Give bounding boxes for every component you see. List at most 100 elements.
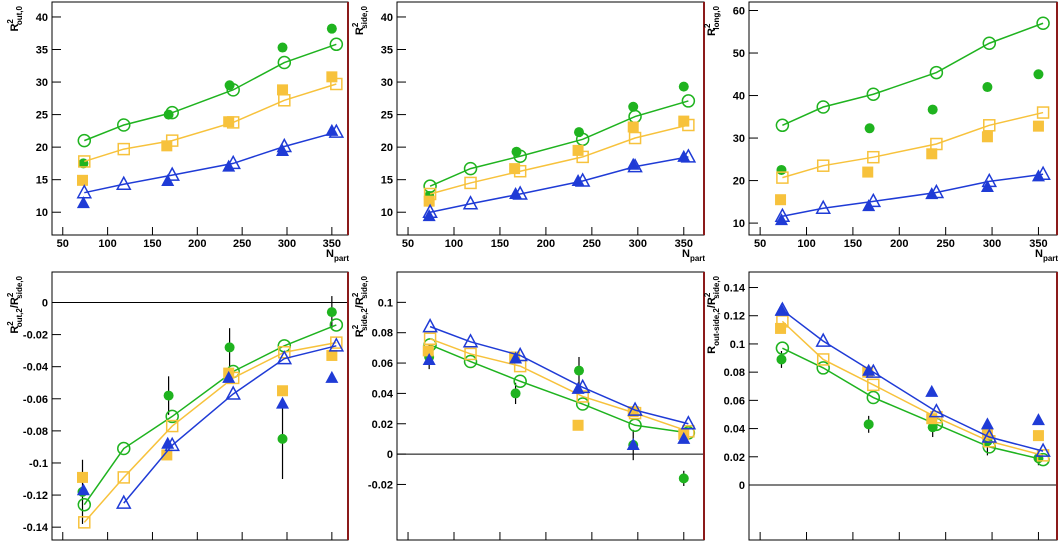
model-line [84, 43, 337, 142]
y-tick-label: 15 [36, 175, 48, 187]
label-part: part [1043, 254, 1058, 263]
marker [928, 403, 945, 418]
marker [774, 207, 791, 223]
marker [775, 194, 787, 206]
marker [76, 196, 90, 209]
marker [225, 385, 241, 400]
plot-area [422, 318, 697, 486]
marker [462, 333, 479, 348]
y-tick-label: 0.08 [724, 367, 745, 379]
marker [223, 116, 235, 128]
label-part: /R [706, 297, 718, 308]
marker [510, 388, 521, 399]
frame [396, 1, 705, 236]
y-tick-label: 0.04 [724, 424, 746, 436]
x-tick-label: 350 [675, 238, 693, 250]
y-tick-label: 35 [36, 45, 48, 57]
marker [326, 349, 338, 361]
y-tick-label: 0 [739, 480, 745, 492]
x-tick-label: 250 [936, 238, 954, 250]
marker [423, 195, 435, 207]
marker [776, 171, 789, 184]
panel: 50 100 150 200 250 300 350 10 20 30 40 50 60 R2long,0… [703, 1, 1058, 263]
marker [277, 55, 292, 70]
y-tick-label: 40 [36, 12, 48, 24]
y-tick-label: 0.06 [372, 358, 393, 370]
marker [682, 425, 695, 438]
marker [627, 401, 643, 416]
model-line [429, 325, 689, 425]
y-tick-label: 30 [36, 77, 48, 89]
label-part: 2 [6, 292, 15, 297]
x-tick-label: 350 [323, 238, 341, 250]
label-part: long,0 [712, 5, 721, 29]
x-tick-label: 50 [402, 238, 414, 250]
x-tick-label: 50 [57, 238, 69, 250]
y-tick-label: -0.12 [23, 490, 48, 502]
marker [164, 436, 180, 452]
marker [326, 23, 337, 34]
y-axis-label: Rout-side,2/R2side,0 [703, 275, 721, 353]
marker [862, 166, 874, 178]
panel: 50 100 150 200 250 300 350 10 15 20 25 30 35 40 R2out,… [6, 1, 349, 263]
marker [77, 133, 92, 148]
marker [680, 415, 697, 430]
marker [115, 494, 132, 509]
y-tick-label: 0.02 [372, 419, 393, 431]
label-part: out,0 [15, 5, 24, 25]
y-tick-label: 0.12 [724, 311, 745, 323]
marker [278, 345, 291, 359]
marker [513, 149, 527, 163]
marker [682, 118, 695, 132]
marker [930, 137, 943, 151]
x-tick-label: 50 [754, 238, 766, 250]
marker [423, 332, 437, 346]
marker [928, 183, 945, 199]
marker [866, 390, 881, 405]
marker [422, 345, 434, 357]
x-axis-label: Npart [682, 248, 705, 263]
label-part: 2 [703, 292, 712, 297]
y-tick-label: 50 [733, 48, 745, 60]
y-tick-label: -0.08 [23, 426, 48, 438]
marker [76, 174, 88, 186]
y-tick-label: -0.02 [368, 479, 393, 491]
marker [1031, 413, 1045, 426]
y-tick-label: 10 [381, 207, 393, 219]
x-tick-label: 350 [1029, 238, 1047, 250]
marker [776, 164, 787, 175]
marker [164, 166, 180, 181]
marker [983, 119, 996, 132]
marker [117, 471, 131, 484]
label-part: 2 [351, 22, 360, 27]
y-axis-label: R2side,0 [351, 5, 369, 35]
marker [512, 185, 528, 200]
x-tick-label: 150 [143, 238, 161, 250]
label-part: /R [354, 297, 366, 308]
marker [628, 131, 642, 145]
marker [464, 347, 477, 361]
y-tick-label: 10 [733, 218, 745, 230]
marker [677, 149, 691, 162]
y-tick-label: 0.06 [724, 395, 745, 407]
marker [276, 137, 293, 153]
marker [277, 433, 288, 444]
marker [574, 378, 591, 394]
y-tick-label: 0.1 [730, 339, 745, 351]
marker [224, 342, 235, 353]
y-tick-label: 25 [36, 110, 48, 122]
marker [865, 363, 882, 378]
marker [627, 406, 639, 418]
marker [78, 155, 91, 168]
marker [463, 354, 478, 369]
panel: 5010015020025030035000.020.040.060.080.1… [703, 271, 1058, 549]
y-tick-label: 30 [381, 77, 393, 89]
x-axis-label: Npart [326, 248, 349, 263]
marker [776, 354, 787, 365]
model-line [782, 111, 1044, 179]
label-part: side,0 [360, 275, 369, 298]
label-part: R [706, 28, 718, 36]
x-tick-label: 150 [844, 238, 862, 250]
label-part: side,0 [15, 275, 24, 298]
y-axis-label: R2out,0 [6, 5, 24, 31]
